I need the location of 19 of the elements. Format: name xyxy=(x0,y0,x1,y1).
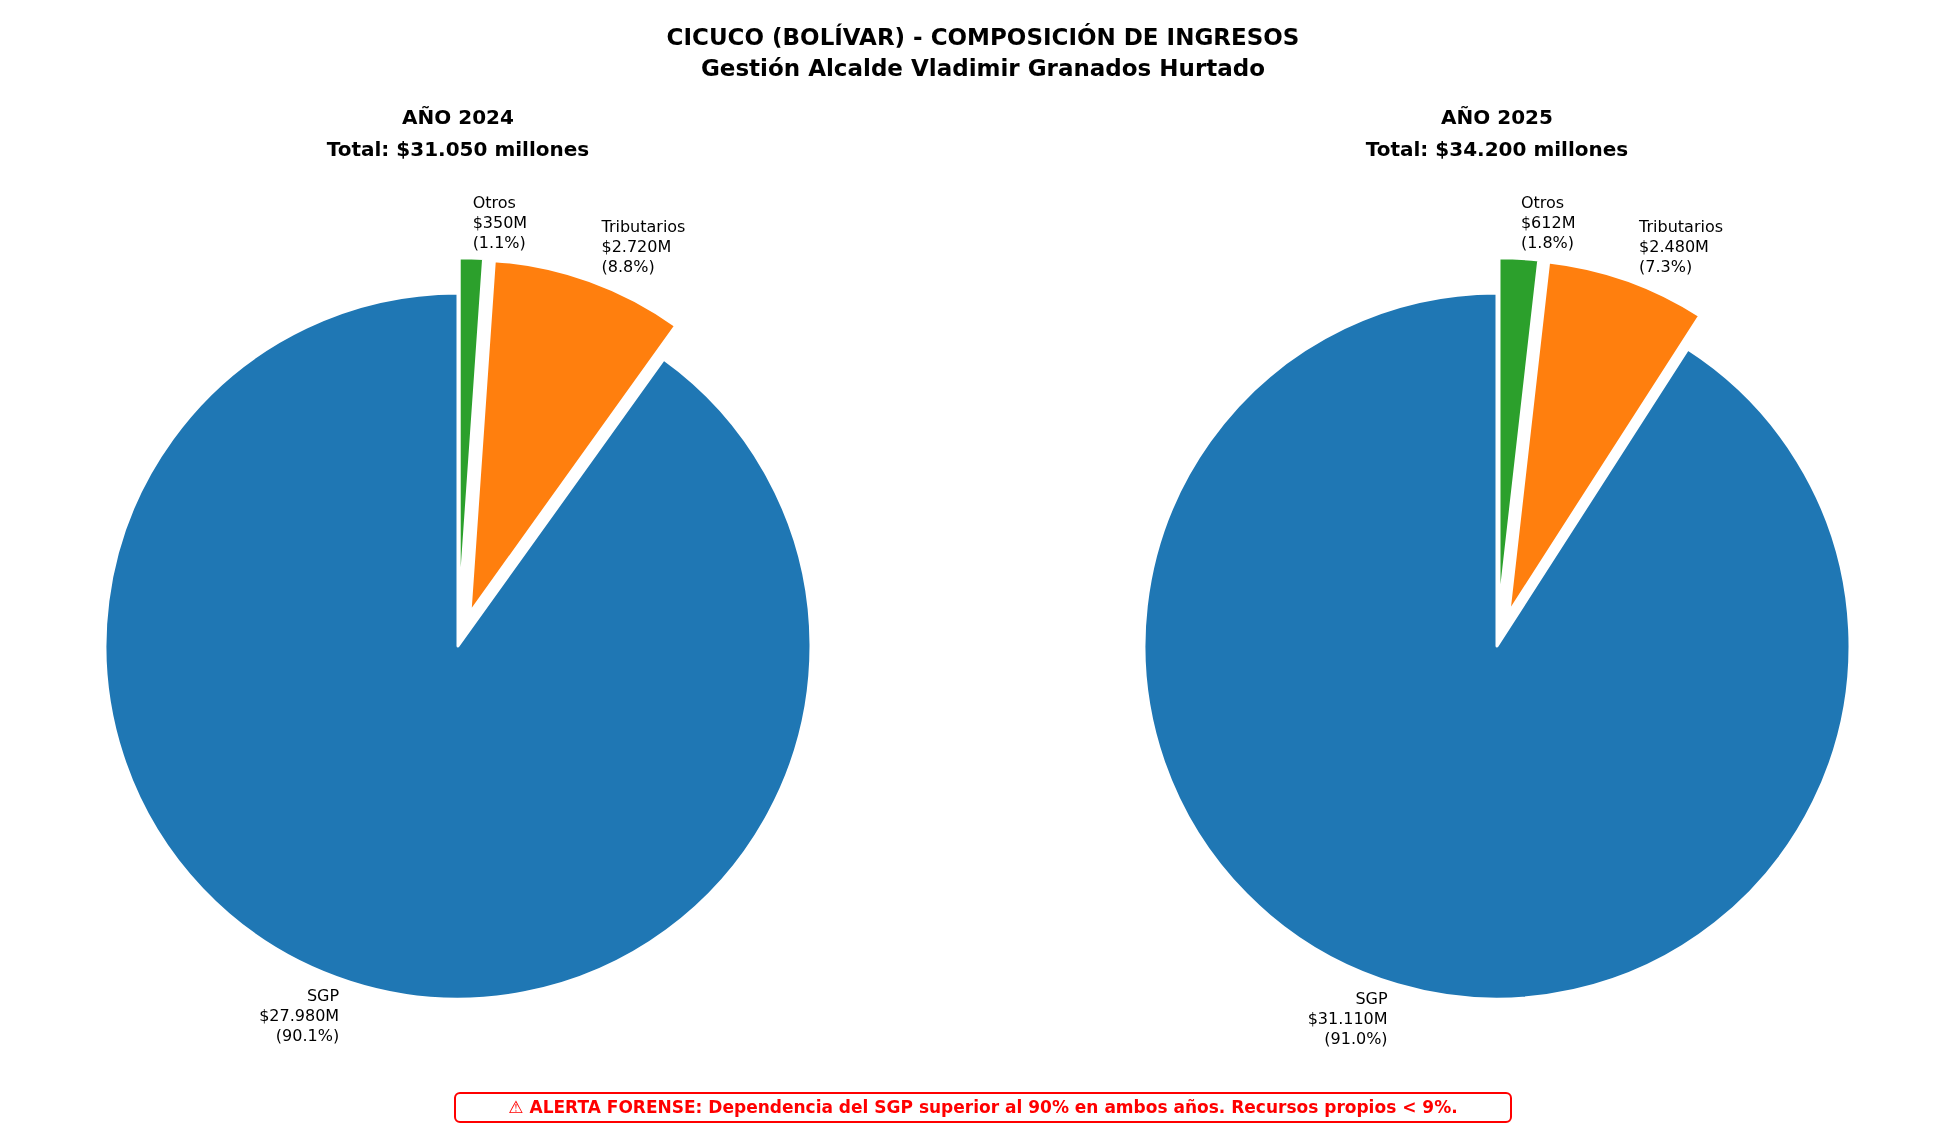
text: Gestión Alcalde Vladimir Granados Hurtado xyxy=(700,55,1266,81)
data-label: $31.110M (91.0%) xyxy=(1307,1008,1388,1048)
data-label: $2.720M (8.8%) xyxy=(601,237,672,277)
chart-title: AÑO 2024 xyxy=(402,105,514,129)
slice-label: Tributarios xyxy=(1638,216,1724,236)
slice-label: SGP xyxy=(1355,988,1388,1008)
data-label: $27.980M (90.1%) xyxy=(259,1005,340,1045)
data-label: $612M (1.8%) xyxy=(1520,213,1576,253)
chart-title: AÑO 2025 xyxy=(1441,105,1553,129)
text: CICUCO (BOLÍVAR) - COMPOSICIÓN DE INGRESOS xyxy=(666,23,1300,50)
chart-subtitle: Total: $31.050 millones xyxy=(326,137,590,161)
data-label: $2.480M (7.3%) xyxy=(1639,236,1709,276)
slice-label: SGP xyxy=(306,985,340,1005)
slice-label: Tributarios xyxy=(600,217,686,237)
text: ⚠ ALERTA FORENSE: Dependencia del SGP superior al 90% en ambos años. Recursos propios < 9%. xyxy=(508,1097,1458,1117)
chart-subtitle: Total: $34.200 millones xyxy=(1365,137,1629,161)
slice-label: Otros xyxy=(472,192,516,212)
slice-label: Otros xyxy=(1520,193,1565,213)
data-label: $350M (1.1%) xyxy=(472,212,528,252)
